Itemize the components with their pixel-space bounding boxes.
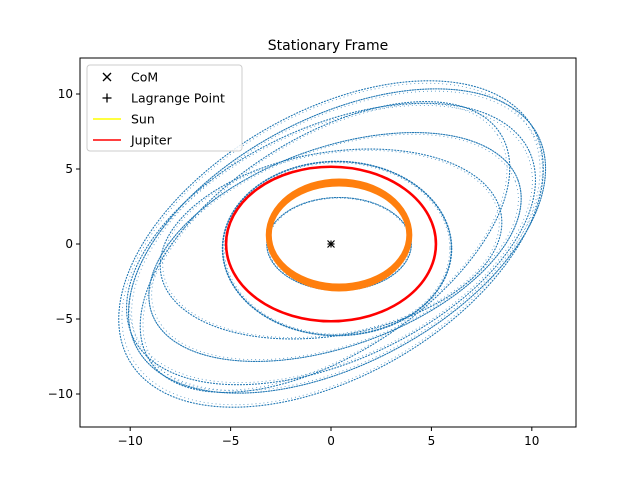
legend-entry: Sun	[93, 112, 155, 127]
plot-markers	[327, 240, 335, 248]
particle-orbit-path	[159, 148, 503, 340]
particle-orbit-path	[162, 150, 500, 338]
x-tick-label: −10	[118, 434, 143, 448]
particle-orbit-path	[148, 132, 522, 362]
particle-orbit	[159, 148, 503, 340]
particle-orbit	[148, 132, 522, 362]
y-tick-label: 10	[58, 87, 73, 101]
particle-orbit-path	[131, 90, 543, 392]
legend-label: Jupiter	[130, 133, 173, 148]
x-tick-label: −5	[222, 434, 240, 448]
y-axis-ticks: −10 −5 0 5 10	[48, 87, 80, 401]
legend: CoM Lagrange Point Sun Jupiter	[86, 64, 243, 152]
y-tick-label: 0	[65, 237, 73, 251]
legend-entry: CoM	[102, 70, 158, 85]
legend-box	[86, 64, 243, 152]
particle-orbit	[127, 88, 547, 394]
legend-label: Lagrange Point	[131, 91, 225, 106]
chart-title: Stationary Frame	[268, 38, 388, 54]
y-tick-label: 5	[65, 162, 73, 176]
x-tick-label: 5	[428, 434, 436, 448]
x-tick-label: 10	[524, 434, 539, 448]
particle-orbit-path	[126, 102, 537, 386]
x-tick-label: 0	[327, 434, 335, 448]
lagrange-point-marker	[327, 240, 335, 248]
y-tick-label: −10	[48, 387, 73, 401]
particle-orbit-path	[139, 101, 511, 393]
legend-label: CoM	[131, 70, 158, 85]
x-axis-ticks: −10 −5 0 5 10	[118, 427, 539, 448]
legend-entry: Jupiter	[93, 133, 173, 148]
y-tick-label: −5	[55, 312, 73, 326]
legend-entry: Lagrange Point	[102, 91, 225, 106]
particle-orbit-path	[151, 133, 519, 361]
particle-orbit-path	[118, 80, 544, 408]
particle-orbit-path	[142, 103, 508, 391]
particle-orbit-path	[127, 88, 547, 394]
particle-orbit	[139, 101, 511, 393]
jupiter-orbit	[224, 165, 438, 323]
plot-frame	[79, 57, 577, 428]
legend-label: Sun	[131, 112, 155, 127]
